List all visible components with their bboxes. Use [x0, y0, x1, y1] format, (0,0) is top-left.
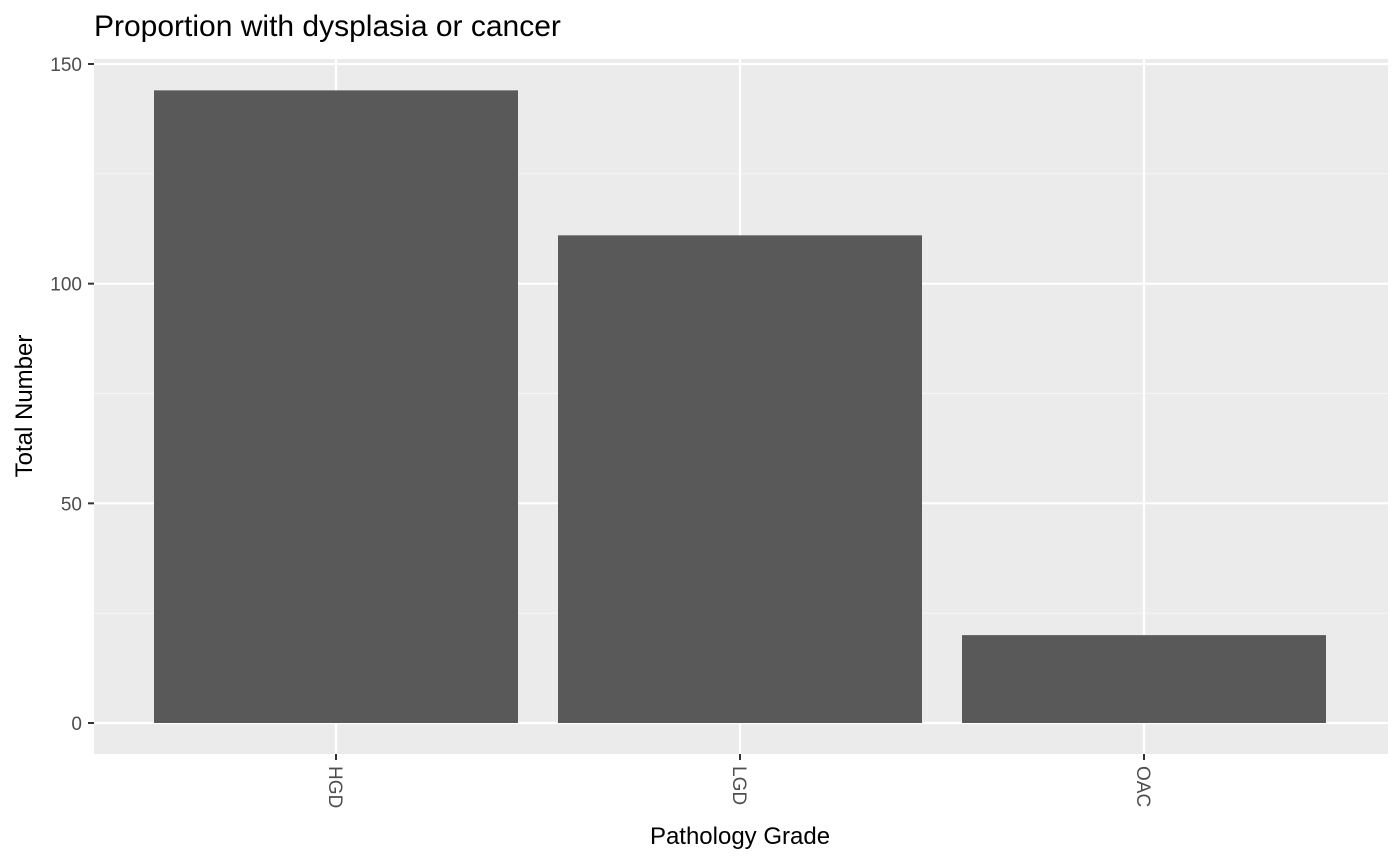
bar-lgd [558, 235, 922, 723]
chart-title: Proportion with dysplasia or cancer [94, 10, 561, 43]
y-tick-label: 150 [50, 55, 82, 76]
bars [154, 90, 1326, 724]
y-tick-label: 100 [50, 275, 82, 296]
y-tick-label: 0 [71, 714, 82, 735]
x-tick-label: HGD [324, 766, 345, 808]
x-tick-label: LGD [728, 766, 749, 805]
x-axis: HGD LGD OAC [324, 754, 1153, 808]
y-axis: 0 50 100 150 [50, 55, 94, 735]
y-tick-label: 50 [61, 494, 82, 515]
bar-hgd [154, 90, 518, 724]
x-tick-label: OAC [1132, 766, 1153, 807]
y-axis-title: Total Number [11, 335, 38, 478]
x-axis-title: Pathology Grade [650, 823, 830, 850]
bar-oac [962, 635, 1326, 723]
